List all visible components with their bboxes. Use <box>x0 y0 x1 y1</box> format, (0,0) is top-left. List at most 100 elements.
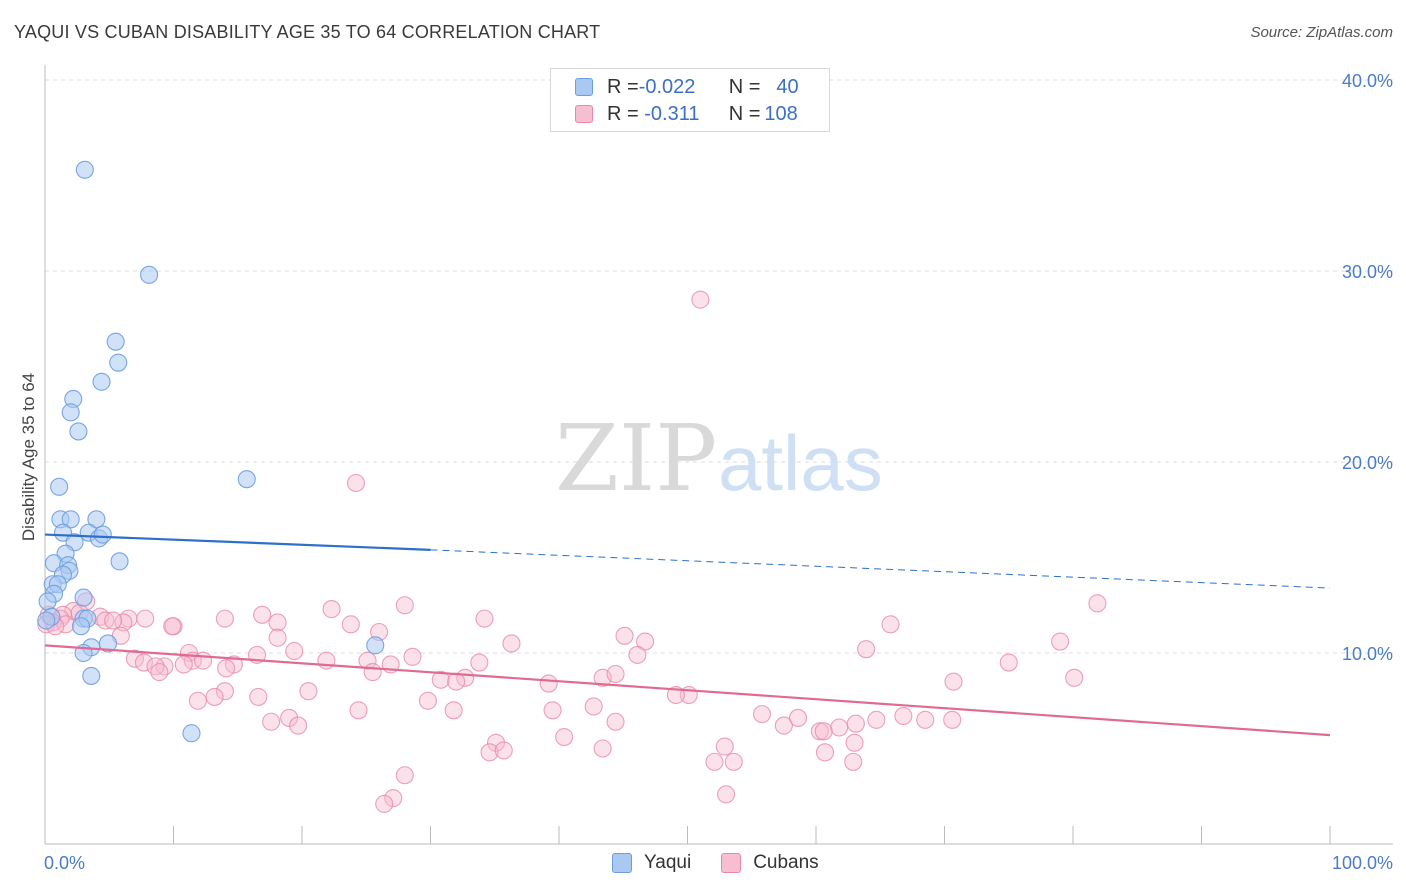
cubans-legend-swatch <box>721 853 742 873</box>
cubans-point <box>844 752 863 771</box>
yaqui-point <box>106 332 125 351</box>
cubans-point <box>1088 594 1107 613</box>
yaqui-point <box>69 422 88 441</box>
cubans-point <box>194 651 213 670</box>
chart-title: YAQUI VS CUBAN DISABILITY AGE 35 TO 64 C… <box>14 22 601 42</box>
yaqui-legend-swatch <box>612 853 632 873</box>
y-tick-label: 40.0% <box>1342 71 1393 91</box>
cubans-point <box>788 708 808 727</box>
cubans-point <box>268 628 287 647</box>
x-tick-label-min: 0.0% <box>44 853 85 873</box>
axes <box>44 65 1393 845</box>
cubans-point <box>628 645 647 664</box>
legend-row-yaqui: R = -0.022 N = 40 <box>575 75 799 99</box>
legend-r-value: -0.311 <box>638 102 700 125</box>
y-tick-label: 20.0% <box>1342 453 1393 473</box>
cubans-point <box>346 473 366 493</box>
cubans-point <box>774 716 793 735</box>
yaqui-point <box>366 636 385 655</box>
yaqui-trend-extension <box>430 549 1331 589</box>
cubans-point <box>217 659 236 678</box>
cubans-point <box>136 609 155 628</box>
cubans-point <box>999 653 1018 672</box>
cubans-point <box>134 653 153 672</box>
yaqui-point <box>237 470 256 489</box>
yaqui-point <box>87 510 106 529</box>
legend-n-label: N = <box>728 75 761 98</box>
cubans-point <box>1051 632 1070 651</box>
yaqui-trend-line <box>44 533 431 551</box>
cubans-point <box>543 701 562 720</box>
cubans-point <box>857 640 876 659</box>
cubans-point <box>249 687 268 706</box>
cubans-trend-line <box>44 644 1331 737</box>
legend-row-cubans: R = -0.311 N = 108 <box>575 102 798 126</box>
legend-item-yaqui: Yaqui <box>612 852 691 874</box>
legend-label-yaqui: Yaqui <box>644 852 692 873</box>
cubans-point <box>815 743 835 762</box>
cubans-point <box>1065 668 1084 687</box>
legend-r-label: R = <box>607 102 639 125</box>
cubans-point <box>96 611 115 630</box>
cubans-point <box>174 655 193 674</box>
cubans-point <box>606 712 625 731</box>
cubans-point <box>752 705 772 724</box>
cubans-point <box>716 785 736 804</box>
yaqui-point <box>110 552 129 571</box>
cubans-point <box>268 613 287 632</box>
legend-r-value: -0.022 <box>638 75 696 98</box>
legend-n-value: 40 <box>776 75 799 98</box>
cubans-point <box>104 611 123 630</box>
cubans-point <box>205 687 224 706</box>
yaqui-point <box>37 611 56 630</box>
yaqui-point <box>140 265 159 284</box>
cubans-point <box>215 609 234 628</box>
watermark-zip: ZIP <box>555 405 717 512</box>
yaqui-point <box>109 353 128 372</box>
cubans-point <box>606 664 625 684</box>
cubans-point <box>715 737 734 756</box>
cubans-point <box>584 697 603 716</box>
cubans-point <box>502 634 521 653</box>
cubans-point <box>163 617 182 636</box>
yaqui-point <box>50 477 69 496</box>
x-tick-label-max: 100.0% <box>1332 853 1393 873</box>
yaqui-point <box>182 724 201 743</box>
yaqui-point <box>38 592 57 611</box>
cubans-point <box>615 626 634 645</box>
cubans-point <box>593 739 612 758</box>
cubans-point <box>403 647 422 666</box>
cubans-point <box>341 615 360 634</box>
cubans-point <box>810 722 829 741</box>
cubans-point <box>418 691 437 710</box>
legend-n-label: N = <box>728 102 761 125</box>
cubans-point <box>447 672 466 691</box>
yaqui-point <box>61 403 80 422</box>
cubans-point <box>299 682 318 701</box>
cubans-point <box>363 663 382 682</box>
cubans-point <box>322 600 341 619</box>
cubans-point <box>150 663 169 682</box>
trend-lines <box>44 533 1331 737</box>
cubans-point <box>830 718 849 737</box>
cubans-point <box>395 766 414 785</box>
cubans-point <box>253 605 272 624</box>
cubans-point <box>215 682 234 701</box>
cubans-point <box>944 672 963 691</box>
cubans-point <box>358 651 377 670</box>
cubans-point <box>431 670 450 689</box>
cubans-point <box>470 653 489 672</box>
yaqui-point <box>75 160 94 179</box>
cubans-point <box>444 701 463 720</box>
series-legend: Yaqui Cubans <box>612 852 849 874</box>
cubans-point <box>894 706 913 726</box>
yaqui-swatch <box>575 78 593 96</box>
legend-item-cubans: Cubans <box>721 852 819 874</box>
correlation-legend: R = -0.022 N = 40 R = -0.311 N = 108 <box>550 68 830 132</box>
yaqui-point <box>71 617 91 636</box>
y-axis-label: Disability Age 35 to 64 <box>19 373 38 541</box>
cubans-point <box>705 752 724 771</box>
cubans-point <box>539 674 558 693</box>
cubans-point <box>724 752 743 771</box>
